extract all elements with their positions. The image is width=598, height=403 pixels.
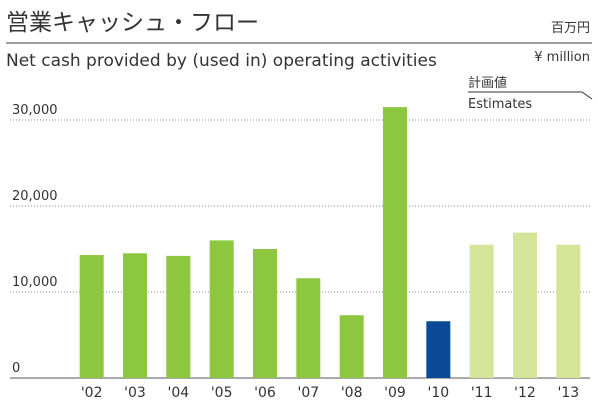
bar (513, 232, 537, 378)
annotation: 計画値 (468, 75, 507, 91)
bar (166, 255, 191, 378)
x-tick-label: '02 (81, 385, 103, 401)
x-tick-label: '09 (384, 385, 406, 401)
x-tick-label: '07 (297, 385, 319, 401)
y-tick-label: 0 (12, 361, 20, 376)
bar (339, 315, 364, 378)
bar (469, 244, 494, 378)
x-tick-label: '08 (341, 385, 363, 401)
chart-subtitle: Net cash provided by (used in) operating… (6, 51, 437, 71)
y-tick-label: 20,000 (12, 189, 58, 204)
x-tick-label: '03 (124, 385, 146, 401)
chart-title: 営業キャッシュ・フロー (6, 10, 259, 36)
bar (296, 278, 321, 378)
x-tick-label: '05 (211, 385, 233, 401)
annotation-arrow (468, 91, 593, 100)
x-tick-label: '11 (471, 385, 493, 401)
x-tick-label: '06 (254, 385, 276, 401)
annotation: Estimates (468, 97, 532, 112)
y-tick-label: 30,000 (12, 103, 58, 118)
bar (426, 321, 451, 378)
bar (123, 253, 147, 378)
x-tick-label: '13 (557, 385, 579, 401)
x-tick-label: '04 (167, 385, 189, 401)
x-tick-label: '10 (427, 385, 449, 401)
unit-ja: 百万円 (551, 21, 590, 36)
bar (383, 107, 407, 378)
bar (209, 240, 234, 378)
unit-en: ¥ million (534, 50, 590, 65)
x-tick-label: '12 (514, 385, 536, 401)
y-tick-label: 10,000 (12, 275, 58, 290)
bar (79, 255, 104, 378)
bar (253, 249, 277, 378)
bar (556, 244, 581, 378)
